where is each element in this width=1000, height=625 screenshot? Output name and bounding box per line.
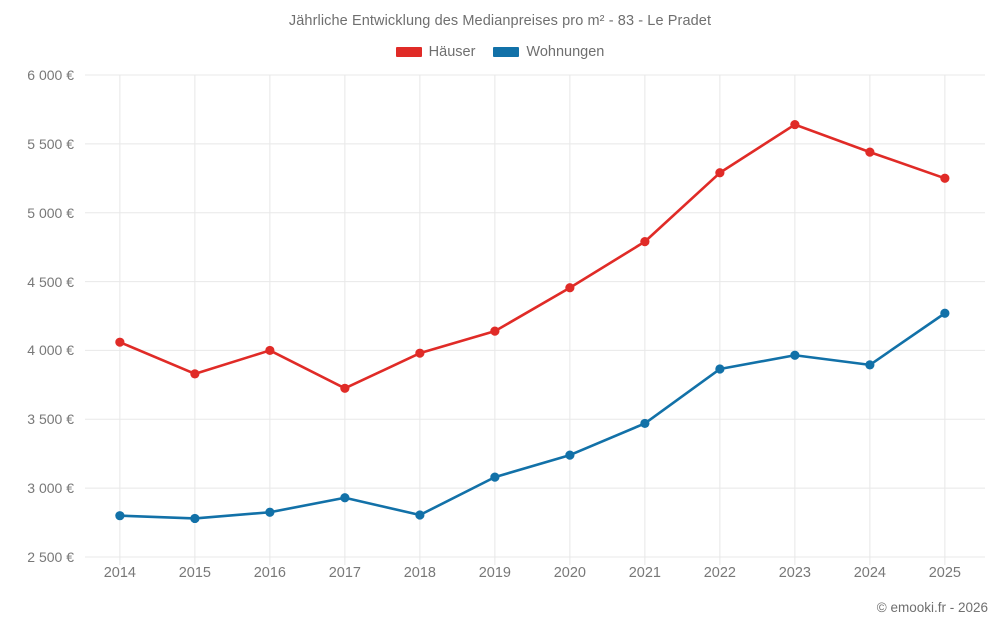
chart-legend: Häuser Wohnungen <box>0 44 1000 60</box>
footer-credit: © emooki.fr - 2026 <box>876 600 988 615</box>
data-point[interactable] <box>490 326 500 336</box>
x-tick-label: 2015 <box>178 565 212 581</box>
data-point[interactable] <box>715 168 725 178</box>
data-point[interactable] <box>415 348 425 358</box>
data-point[interactable] <box>340 493 350 503</box>
x-tick-label: 2019 <box>478 565 512 581</box>
data-point[interactable] <box>190 369 200 379</box>
legend-item-wohnungen[interactable]: Wohnungen <box>493 44 604 60</box>
y-tick-label: 3 000 € <box>27 480 74 497</box>
data-point[interactable] <box>790 350 800 360</box>
x-tick-label: 2024 <box>853 565 887 581</box>
x-tick-label: 2023 <box>778 565 812 581</box>
legend-swatch-icon <box>395 47 422 57</box>
data-point[interactable] <box>865 360 875 370</box>
x-tick-label: 2020 <box>553 565 587 581</box>
y-tick-label: 6 000 € <box>27 67 74 83</box>
y-tick-label: 5 500 € <box>27 135 74 152</box>
data-point[interactable] <box>940 173 950 183</box>
series-line-wohnungen <box>118 311 947 520</box>
y-tick-label: 3 500 € <box>27 411 74 428</box>
data-point[interactable] <box>790 119 800 130</box>
chart-title: Jährliche Entwicklung des Medianpreises … <box>288 13 712 29</box>
data-point[interactable] <box>565 283 575 293</box>
data-point[interactable] <box>190 513 200 524</box>
data-point[interactable] <box>415 510 425 520</box>
data-point[interactable] <box>265 345 275 356</box>
data-point[interactable] <box>865 147 875 157</box>
data-point[interactable] <box>940 308 950 318</box>
data-point[interactable] <box>115 511 125 521</box>
y-axis: 2 500 € 3 000 € 3 500 € 4 000 € 4 500 € 5 000… <box>0 0 74 625</box>
data-point[interactable] <box>565 450 575 460</box>
data-point[interactable] <box>115 337 125 347</box>
data-point[interactable] <box>265 507 275 517</box>
x-tick-label: 2021 <box>628 565 662 581</box>
x-tick-label: 2017 <box>328 565 362 581</box>
x-tick-label: 2016 <box>253 565 287 581</box>
y-tick-label: 5 000 € <box>27 204 74 221</box>
x-tick-label: 2025 <box>928 565 962 581</box>
series-line-hauser <box>118 123 947 390</box>
x-tick-label: 2022 <box>703 565 737 581</box>
data-point[interactable] <box>490 472 500 482</box>
legend-item-hauser[interactable]: Häuser <box>395 44 476 60</box>
x-tick-label: 2018 <box>403 565 437 581</box>
y-tick-label: 2 500 € <box>27 549 74 565</box>
data-point[interactable] <box>715 364 725 374</box>
y-tick-label: 4 500 € <box>27 273 74 290</box>
legend-label: Wohnungen <box>526 44 605 60</box>
data-point[interactable] <box>340 383 350 393</box>
legend-label: Häuser <box>428 44 476 60</box>
data-point[interactable] <box>640 237 650 247</box>
y-tick-label: 4 000 € <box>27 342 74 359</box>
data-point[interactable] <box>640 418 650 429</box>
legend-swatch-icon <box>493 47 520 57</box>
x-tick-label: 2014 <box>103 565 137 581</box>
